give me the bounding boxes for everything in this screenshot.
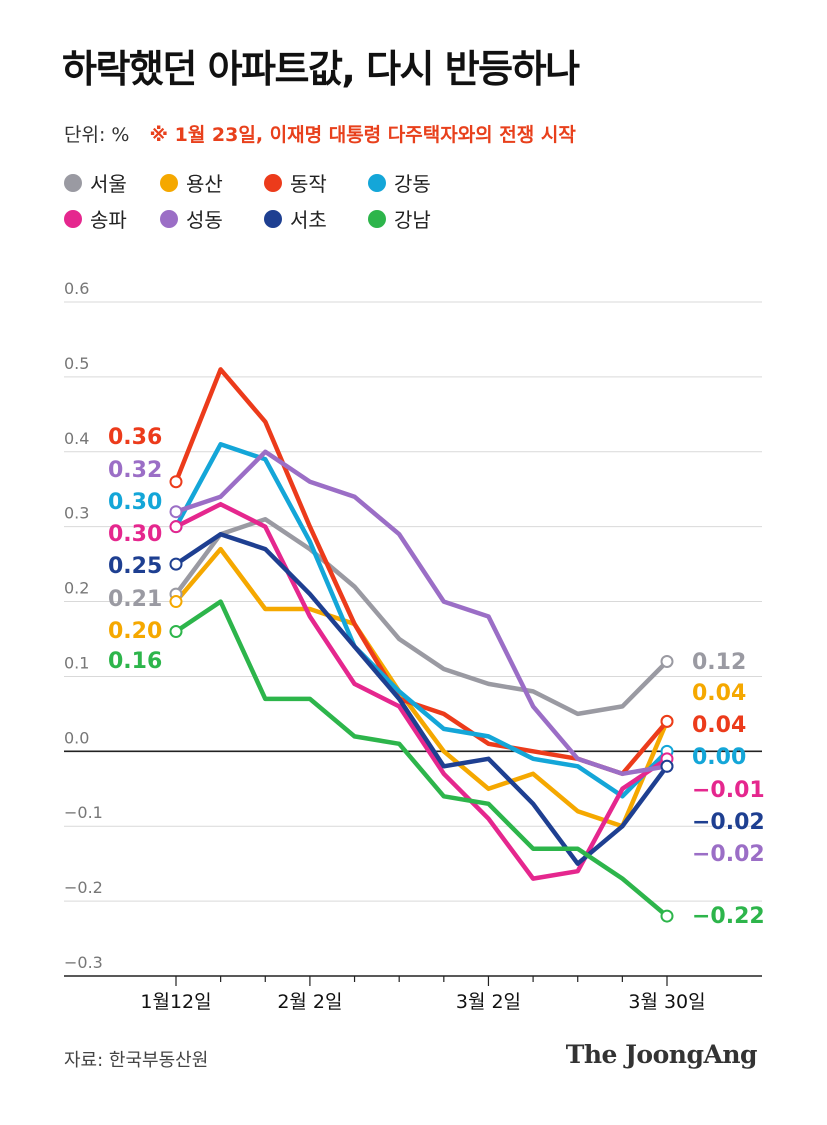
series-point-용산 bbox=[169, 595, 183, 609]
legend-item-송파: 송파 bbox=[64, 204, 127, 233]
series-markers bbox=[169, 475, 674, 923]
series-point-서초 bbox=[660, 759, 674, 773]
grid-lines bbox=[64, 301, 762, 977]
legend-item-서울: 서울 bbox=[64, 168, 127, 197]
end-label-강동: 0.00 bbox=[692, 745, 746, 770]
series-point-동작 bbox=[169, 475, 183, 489]
legend-swatch bbox=[264, 209, 282, 228]
x-tick-label: 2월 2일 bbox=[277, 991, 342, 1013]
start-label-동작: 0.36 bbox=[108, 425, 162, 450]
y-tick-label: 0.4 bbox=[64, 429, 89, 448]
y-tick-label: 0.0 bbox=[64, 728, 89, 747]
end-label-용산: 0.04 bbox=[692, 681, 746, 706]
legend-item-동작: 동작 bbox=[264, 168, 327, 197]
series-line-송파 bbox=[173, 501, 670, 881]
legend-swatch bbox=[64, 173, 82, 192]
series-point-서울 bbox=[660, 654, 674, 668]
legend-label: 서초 bbox=[290, 208, 327, 232]
series-line-강남 bbox=[173, 599, 670, 919]
end-label-성동: −0.02 bbox=[692, 842, 765, 867]
start-label-송파: 0.30 bbox=[108, 522, 162, 547]
series-point-강남 bbox=[169, 625, 183, 639]
end-label-서초: −0.02 bbox=[692, 810, 765, 835]
series-point-동작 bbox=[660, 714, 674, 728]
series-point-서초 bbox=[169, 557, 183, 571]
x-tick-label: 3월 2일 bbox=[456, 991, 521, 1013]
series-line-용산 bbox=[173, 546, 670, 829]
end-label-송파: −0.01 bbox=[692, 778, 765, 803]
legend-swatch bbox=[264, 173, 282, 192]
series-point-송파 bbox=[169, 520, 183, 534]
legend-label: 송파 bbox=[90, 208, 127, 232]
legend-swatch bbox=[368, 173, 386, 192]
legend-label: 강동 bbox=[394, 172, 431, 196]
legend-item-강동: 강동 bbox=[368, 168, 431, 197]
legend-label: 용산 bbox=[186, 172, 223, 196]
end-labels: 0.12 0.04 0.04 0.00 −0.01 −0.02 −0.02 −0.22 bbox=[692, 650, 765, 929]
x-tick-label: 1월12일 bbox=[140, 991, 211, 1013]
legend-item-용산: 용산 bbox=[160, 168, 223, 197]
series-line-서울 bbox=[173, 516, 670, 717]
legend-label: 강남 bbox=[394, 208, 431, 232]
end-label-서울: 0.12 bbox=[692, 650, 746, 675]
legend-swatch bbox=[160, 209, 178, 228]
start-label-서초: 0.25 bbox=[108, 554, 162, 579]
y-tick-label: 0.3 bbox=[64, 504, 89, 523]
legend-item-강남: 강남 bbox=[368, 204, 431, 233]
series-point-성동 bbox=[169, 505, 183, 519]
source-note: 자료: 한국부동산원 bbox=[64, 1050, 209, 1071]
start-label-강동: 0.30 bbox=[108, 490, 162, 515]
event-note: ※ 1월 23일, 이재명 대통령 다주택자와의 전쟁 시작 bbox=[149, 124, 576, 146]
publisher-logo: The JoongAng bbox=[565, 1040, 758, 1069]
y-tick-label: −0.1 bbox=[64, 803, 103, 822]
x-axis: 1월12일 2월 2일 3월 2일 3월 30일 bbox=[140, 976, 706, 1013]
y-tick-label: 0.2 bbox=[64, 579, 89, 598]
chart-subtitle: 단위: % ※ 1월 23일, 이재명 대통령 다주택자와의 전쟁 시작 bbox=[64, 120, 576, 147]
legend-item-서초: 서초 bbox=[264, 204, 327, 233]
x-tick-label: 3월 30일 bbox=[628, 991, 705, 1013]
legend-label: 동작 bbox=[290, 172, 327, 196]
unit-label: 단위: % bbox=[64, 124, 130, 146]
y-tick-labels: 0.6 0.5 0.4 0.3 0.2 0.1 0.0 −0.1 −0.2 −0.3 bbox=[64, 279, 103, 972]
start-label-서울: 0.21 bbox=[108, 587, 162, 612]
series-point-강남 bbox=[660, 909, 674, 923]
start-label-강남: 0.16 bbox=[108, 649, 162, 674]
legend-label: 성동 bbox=[186, 208, 223, 232]
y-tick-label: −0.2 bbox=[64, 878, 103, 897]
end-label-동작: 0.04 bbox=[692, 713, 746, 738]
y-tick-label: 0.1 bbox=[64, 653, 89, 672]
start-label-성동: 0.32 bbox=[108, 458, 162, 483]
legend-swatch bbox=[368, 209, 386, 228]
end-label-강남: −0.22 bbox=[692, 904, 765, 929]
legend-label: 서울 bbox=[90, 172, 127, 196]
y-tick-label: −0.3 bbox=[64, 953, 103, 972]
series-line-성동 bbox=[173, 449, 670, 777]
series-line-서초 bbox=[173, 531, 670, 866]
series-lines bbox=[173, 367, 670, 919]
legend-swatch bbox=[160, 173, 178, 192]
legend-item-성동: 성동 bbox=[160, 204, 223, 233]
y-tick-label: 0.5 bbox=[64, 354, 89, 373]
start-label-용산: 0.20 bbox=[108, 619, 162, 644]
chart-title: 하락했던 아파트값, 다시 반등하나 bbox=[62, 47, 580, 91]
y-tick-label: 0.6 bbox=[64, 279, 89, 298]
legend-swatch bbox=[64, 209, 82, 228]
start-labels: 0.36 0.32 0.30 0.30 0.25 0.21 0.20 0.16 bbox=[108, 425, 162, 674]
